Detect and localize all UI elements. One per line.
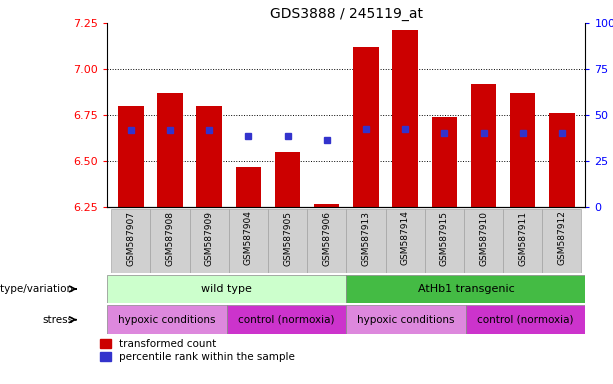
Bar xyxy=(196,106,222,207)
Bar xyxy=(235,167,261,207)
Bar xyxy=(227,305,346,334)
Text: hypoxic conditions: hypoxic conditions xyxy=(357,314,455,325)
Bar xyxy=(510,93,535,207)
Bar xyxy=(466,305,585,334)
Text: stress: stress xyxy=(42,314,74,325)
Text: control (normoxia): control (normoxia) xyxy=(478,314,574,325)
Bar xyxy=(432,117,457,207)
Bar xyxy=(118,106,143,207)
Bar xyxy=(229,209,268,273)
Bar xyxy=(314,204,340,207)
Bar xyxy=(549,113,574,207)
Text: GSM587904: GSM587904 xyxy=(244,210,253,265)
Text: GSM587911: GSM587911 xyxy=(518,210,527,266)
Bar xyxy=(111,209,150,273)
Text: GSM587905: GSM587905 xyxy=(283,210,292,266)
Bar xyxy=(346,209,386,273)
Bar xyxy=(268,209,307,273)
Bar xyxy=(386,209,425,273)
Bar xyxy=(189,209,229,273)
Text: GSM587907: GSM587907 xyxy=(126,210,135,266)
Text: GSM587913: GSM587913 xyxy=(362,210,370,266)
Bar xyxy=(346,305,466,334)
Text: GSM587915: GSM587915 xyxy=(440,210,449,266)
Title: GDS3888 / 245119_at: GDS3888 / 245119_at xyxy=(270,7,423,21)
Bar xyxy=(346,275,585,303)
Legend: transformed count, percentile rank within the sample: transformed count, percentile rank withi… xyxy=(100,339,295,362)
Text: GSM587912: GSM587912 xyxy=(557,210,566,265)
Text: GSM587906: GSM587906 xyxy=(322,210,331,266)
Text: control (normoxia): control (normoxia) xyxy=(238,314,335,325)
Bar xyxy=(471,84,497,207)
Bar xyxy=(425,209,464,273)
Text: GSM587908: GSM587908 xyxy=(166,210,175,266)
Bar xyxy=(464,209,503,273)
Text: GSM587914: GSM587914 xyxy=(401,210,409,265)
Text: GSM587910: GSM587910 xyxy=(479,210,488,266)
Bar xyxy=(543,209,582,273)
Bar xyxy=(503,209,543,273)
Text: wild type: wild type xyxy=(202,284,252,294)
Bar xyxy=(275,152,300,207)
Text: genotype/variation: genotype/variation xyxy=(0,284,74,294)
Bar xyxy=(392,30,418,207)
Bar xyxy=(158,93,183,207)
Bar xyxy=(107,305,227,334)
Bar xyxy=(353,47,379,207)
Bar xyxy=(307,209,346,273)
Bar xyxy=(150,209,189,273)
Text: GSM587909: GSM587909 xyxy=(205,210,214,266)
Text: AtHb1 transgenic: AtHb1 transgenic xyxy=(417,284,514,294)
Text: hypoxic conditions: hypoxic conditions xyxy=(118,314,216,325)
Bar xyxy=(107,275,346,303)
